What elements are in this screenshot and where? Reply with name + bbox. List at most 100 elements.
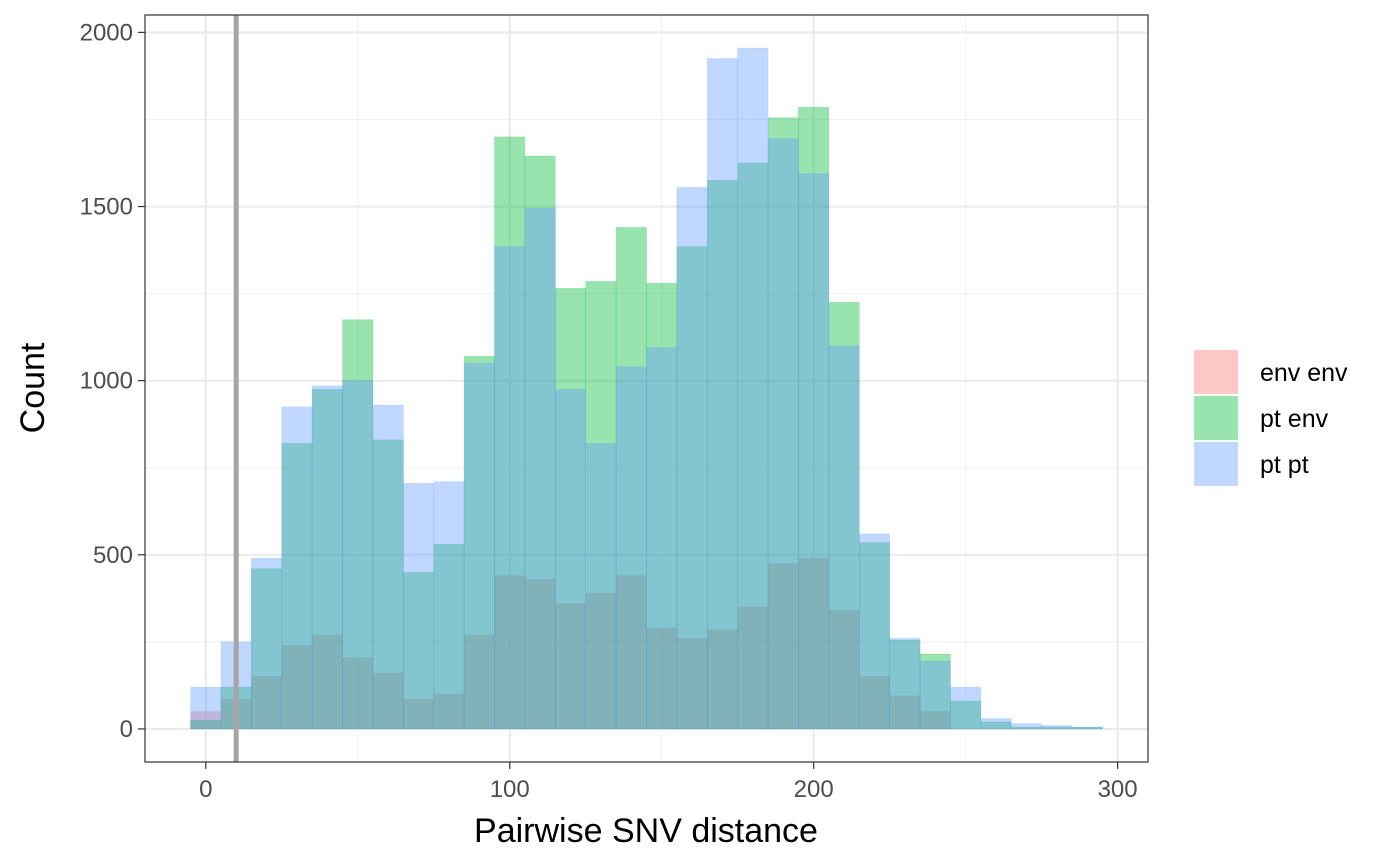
legend-label: env env <box>1260 359 1348 387</box>
series-pt-pt <box>190 47 1103 730</box>
bar <box>646 627 678 730</box>
histogram-bars <box>190 47 1103 730</box>
bar <box>281 443 313 730</box>
bar <box>858 676 890 730</box>
bar <box>615 575 647 730</box>
bar <box>676 187 708 730</box>
y-tick-label: 500 <box>93 542 133 569</box>
bar <box>919 711 951 730</box>
bar <box>615 227 647 730</box>
grid-minor <box>145 15 1148 762</box>
bar <box>889 695 921 730</box>
bar <box>555 288 587 730</box>
series-env-env <box>190 557 951 730</box>
x-axis-title: Pairwise SNV distance <box>474 812 818 850</box>
bar <box>281 645 313 730</box>
legend-label: pt pt <box>1260 451 1309 479</box>
legend-item: pt env <box>1194 396 1329 440</box>
bar <box>190 719 222 730</box>
bar <box>342 657 374 730</box>
bar <box>585 281 617 730</box>
bar <box>767 117 799 730</box>
bar <box>585 592 617 730</box>
bar <box>767 563 799 730</box>
bar <box>433 544 465 730</box>
bar <box>858 542 890 730</box>
bar <box>798 557 830 730</box>
bar <box>1041 726 1073 730</box>
legend-item: pt pt <box>1194 442 1309 486</box>
plot-panel-background <box>145 15 1148 762</box>
bar <box>737 606 769 730</box>
bar <box>706 58 738 730</box>
bar <box>524 155 556 730</box>
bar <box>676 638 708 730</box>
bar <box>372 439 404 730</box>
bar <box>828 345 860 730</box>
bar <box>706 629 738 730</box>
bar <box>463 634 495 730</box>
axis-ticks <box>138 31 1119 769</box>
bar <box>798 173 830 730</box>
legend-key <box>1194 350 1238 394</box>
bar <box>463 355 495 730</box>
bar <box>494 246 526 730</box>
bar <box>555 603 587 730</box>
bar <box>403 483 435 730</box>
bar <box>767 138 799 730</box>
bar <box>403 699 435 730</box>
bar <box>889 639 921 730</box>
series-pt-env <box>190 106 1103 730</box>
bar <box>372 672 404 730</box>
bar <box>798 106 830 730</box>
bar <box>1071 726 1103 730</box>
bar <box>1041 725 1073 730</box>
legend: env env pt env pt pt <box>1194 350 1348 486</box>
bar <box>980 718 1012 730</box>
legend-key <box>1194 396 1238 440</box>
bar <box>190 686 222 730</box>
bar <box>706 180 738 730</box>
bar <box>281 406 313 730</box>
bar <box>251 557 283 730</box>
bar <box>433 481 465 730</box>
bar <box>251 568 283 730</box>
bar <box>828 610 860 730</box>
bar <box>1010 726 1042 730</box>
bar <box>828 302 860 730</box>
legend-label: pt env <box>1260 405 1329 433</box>
bar <box>919 660 951 730</box>
y-tick-label: 1000 <box>80 368 133 395</box>
bar <box>1010 723 1042 730</box>
bar <box>342 380 374 730</box>
bar <box>311 385 343 730</box>
bar <box>251 676 283 730</box>
y-tick-labels: 0 500 1000 1500 2000 <box>80 19 133 743</box>
bar <box>403 571 435 730</box>
legend-item: env env <box>1194 350 1348 394</box>
bar <box>342 319 374 730</box>
bar <box>646 282 678 730</box>
bar <box>433 693 465 730</box>
bar <box>615 366 647 730</box>
bar <box>463 362 495 730</box>
bar <box>311 389 343 730</box>
bar <box>494 575 526 730</box>
bar <box>950 700 982 730</box>
bar <box>585 443 617 730</box>
bar <box>555 389 587 730</box>
x-tick-label: 100 <box>490 776 530 803</box>
bar <box>494 136 526 730</box>
bar <box>676 246 708 730</box>
bar <box>919 653 951 730</box>
bar <box>980 721 1012 730</box>
bar <box>372 404 404 730</box>
bar <box>737 47 769 730</box>
y-tick-label: 0 <box>120 716 133 743</box>
bar <box>737 162 769 730</box>
plot-panel-border <box>144 14 1149 763</box>
x-tick-label: 0 <box>199 776 212 803</box>
y-tick-label: 1500 <box>80 194 133 221</box>
x-tick-labels: 0 100 200 300 <box>199 776 1138 803</box>
bar <box>889 638 921 730</box>
